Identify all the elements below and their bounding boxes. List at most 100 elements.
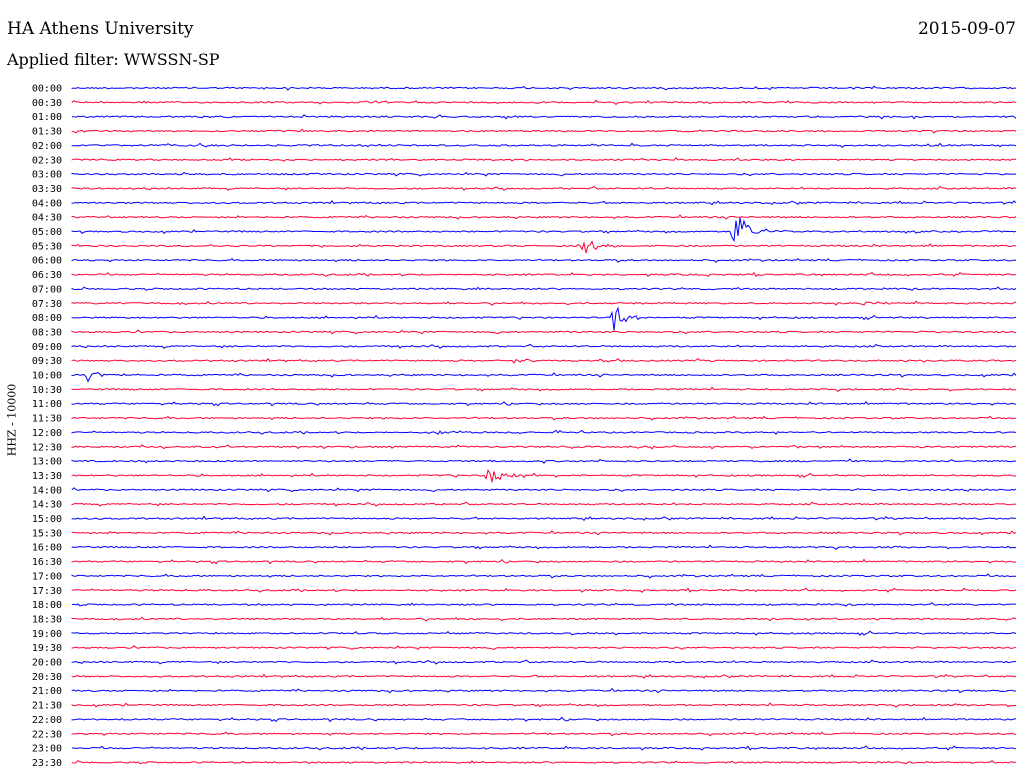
trace-row: [71, 630, 1017, 636]
trace-row: [71, 199, 1017, 206]
trace-row: [71, 587, 1017, 593]
row-label: 18:00: [32, 600, 62, 611]
trace-row: [71, 515, 1017, 522]
trace-row: [71, 702, 1017, 708]
row-label: 04:00: [32, 198, 62, 209]
filter-label: Applied filter: WWSSN-SP: [7, 50, 220, 69]
trace-row: [71, 372, 1017, 383]
row-label: 04:30: [32, 213, 62, 224]
trace-row: [71, 300, 1017, 306]
trace-row: [71, 429, 1017, 435]
trace-row: [71, 343, 1017, 349]
row-label: 07:30: [32, 299, 62, 310]
trace-row: [71, 286, 1017, 292]
row-label: 09:00: [32, 342, 62, 353]
trace-row: [71, 85, 1016, 91]
trace-row: [71, 128, 1017, 134]
trace-row: [71, 458, 1017, 464]
row-label: 22:30: [32, 729, 62, 740]
trace-row: [71, 673, 1017, 679]
trace-row: [71, 217, 1017, 243]
trace-row: [71, 415, 1016, 421]
trace-row: [71, 171, 1017, 177]
trace-row: [71, 602, 1017, 607]
trace-row: [71, 99, 1017, 106]
trace-row: [71, 716, 1017, 723]
row-label: 18:30: [32, 614, 62, 625]
row-label: 01:30: [32, 127, 62, 138]
row-label: 02:00: [32, 141, 62, 152]
trace-row: [71, 659, 1017, 665]
row-label: 19:00: [32, 629, 62, 640]
row-label: 12:30: [32, 442, 62, 453]
trace-row: [71, 401, 1017, 407]
trace-row: [71, 731, 1017, 737]
row-label: 14:30: [32, 500, 62, 511]
trace-row: [71, 759, 1017, 765]
row-label: 11:30: [32, 414, 62, 425]
row-label: 06:30: [32, 270, 62, 281]
station-title: HA Athens University: [7, 19, 194, 39]
trace-row: [71, 573, 1017, 579]
row-label: 15:00: [32, 514, 62, 525]
trace-row: [71, 444, 1017, 450]
trace-row: [71, 487, 1017, 493]
row-label: 13:00: [32, 457, 62, 468]
trace-row: [71, 558, 1017, 565]
trace-row: [71, 357, 1017, 364]
trace-row: [71, 142, 1017, 148]
row-label: 11:00: [32, 399, 62, 410]
trace-row: [71, 185, 1017, 192]
trace-row: [71, 501, 1017, 507]
row-label: 14:00: [32, 485, 62, 496]
row-label: 00:30: [32, 98, 62, 109]
trace-row: [71, 306, 1017, 331]
row-label: 22:00: [32, 715, 62, 726]
row-label: 23:30: [32, 758, 62, 769]
trace-row: [71, 530, 1017, 536]
trace-row: [71, 468, 1017, 483]
row-label: 21:30: [32, 701, 62, 712]
row-label: 05:30: [32, 241, 62, 252]
trace-row: [71, 214, 1017, 220]
trace-row: [71, 544, 1017, 550]
row-label: 16:30: [32, 557, 62, 568]
trace-row: [71, 271, 1017, 278]
trace-row: [71, 645, 1017, 651]
row-label: 20:00: [32, 658, 62, 669]
row-label: 10:30: [32, 385, 62, 396]
row-label: 19:30: [32, 643, 62, 654]
row-label: 17:30: [32, 586, 62, 597]
row-label: 08:00: [32, 313, 62, 324]
row-label: 02:30: [32, 155, 62, 166]
row-label: 03:30: [32, 184, 62, 195]
trace-row: [71, 329, 1017, 335]
trace-row: [71, 616, 1017, 622]
row-label: 06:00: [32, 256, 62, 267]
trace-row: [71, 157, 1017, 162]
row-label: 13:30: [32, 471, 62, 482]
row-label: 16:00: [32, 543, 62, 554]
row-label: 00:00: [32, 84, 62, 95]
row-label: 01:00: [32, 112, 62, 123]
row-label: 20:30: [32, 672, 62, 683]
date-label: 2015-09-07: [917, 19, 1016, 39]
trace-row: [72, 114, 1017, 120]
row-label: 23:00: [32, 744, 62, 755]
row-label: 09:30: [32, 356, 62, 367]
row-label: 12:00: [32, 428, 62, 439]
trace-row: [71, 745, 1017, 751]
trace-row: [71, 240, 1017, 254]
row-label: 07:00: [32, 284, 62, 295]
row-label: 05:00: [32, 227, 62, 238]
row-label: 08:30: [32, 327, 62, 338]
trace-row: [71, 257, 1017, 263]
row-label: 10:00: [32, 371, 62, 382]
row-label: 21:00: [32, 686, 62, 697]
row-label: 17:00: [32, 571, 62, 582]
row-label: 03:00: [32, 170, 62, 181]
trace-row: [71, 386, 1017, 393]
row-label: 15:30: [32, 528, 62, 539]
trace-row: [71, 687, 1017, 694]
